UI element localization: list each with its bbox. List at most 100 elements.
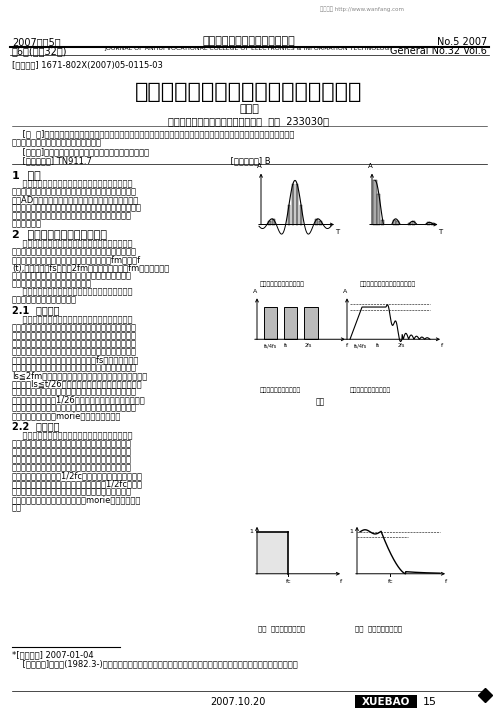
Text: 2007年第5期: 2007年第5期 [12, 37, 60, 47]
Text: 的信号是一个有限带宽的处理信号。理想低通滤波器特: 的信号是一个有限带宽的处理信号。理想低通滤波器特 [12, 455, 132, 464]
Text: 2fs: 2fs [397, 343, 405, 349]
Text: 上表现为一种被称为morie的消频纹的干扰。: 上表现为一种被称为morie的消频纹的干扰。 [12, 411, 121, 420]
Text: 万方数据 http://www.wanfang.com: 万方数据 http://www.wanfang.com [320, 6, 404, 11]
Text: 使用截止频率为取样频率一半的滤波器对屏信号进行滤: 使用截止频率为取样频率一半的滤波器对屏信号进行滤 [12, 439, 132, 448]
Bar [377, 194, 380, 224]
Bar [268, 221, 270, 224]
Text: 波，滤除可能产生频谱混叠的高频成分，以保证新处理: 波，滤除可能产生频谱混叠的高频成分，以保证新处理 [12, 447, 132, 456]
Text: 中，可将采集到的信号以通过多阶滤波。如果波滤数的阶: 中，可将采集到的信号以通过多阶滤波。如果波滤数的阶 [12, 387, 137, 396]
Text: f: f [441, 343, 443, 349]
Text: 扰。: 扰。 [12, 503, 22, 512]
Text: fs: fs [376, 343, 380, 349]
Text: General No.32 Vol.6: General No.32 Vol.6 [390, 46, 487, 56]
Text: 图三  实际的低通滤波器: 图三 实际的低通滤波器 [355, 626, 402, 633]
Text: 在实际应用中，为满足奈奎斯特定理在取样之前应: 在实际应用中，为满足奈奎斯特定理在取样之前应 [12, 431, 133, 440]
Text: 而是取样时间内信号的积分，故一般取样时间内应该满足: 而是取样时间内信号的积分，故一般取样时间内应该满足 [12, 364, 137, 372]
Text: 过程与数字模型有不同的工程结果。: 过程与数字模型有不同的工程结果。 [12, 280, 92, 288]
Text: [中图分类号] TN911.7: [中图分类号] TN911.7 [12, 157, 92, 165]
Bar [315, 219, 318, 224]
Text: fs/4fs: fs/4fs [264, 343, 277, 349]
Text: 于图一所示的曲线。由于取样脉冲的频率宽度不为零，所: 于图一所示的曲线。由于取样脉冲的频率宽度不为零，所 [12, 347, 137, 356]
Text: 图一: 图一 [315, 397, 325, 406]
Text: 实际孔径对理想信号的取样: 实际孔径对理想信号的取样 [260, 281, 305, 287]
Text: 视频信号数字化带来的信号损伤和畸变: 视频信号数字化带来的信号损伤和畸变 [135, 82, 363, 102]
Bar [319, 221, 322, 224]
Text: [文献标识码] B: [文献标识码] B [220, 157, 270, 165]
Bar [304, 307, 318, 339]
Text: [摘  要]视频信号数字化过程中，由于采样、量化、编码过程中的设备和应用环境的限制，可能使信号失真。本文分析了在: [摘 要]视频信号数字化过程中，由于采样、量化、编码过程中的设备和应用环境的限制… [12, 130, 294, 138]
Text: 鲍雪晶: 鲍雪晶 [239, 104, 259, 114]
Bar [295, 184, 298, 224]
Text: 实际孔径取样信号的频谱: 实际孔径取样信号的频谱 [350, 387, 391, 393]
Text: 来在时间上连续的信号，也就是在时间上将模拟信号离散: 来在时间上连续的信号，也就是在时间上将模拟信号离散 [12, 248, 137, 256]
Text: 率密度有影响，称为孔阑效应，其数量级及其变化也类似: 率密度有影响，称为孔阑效应，其数量级及其变化也类似 [12, 339, 137, 349]
Text: 2.2  混叠效应: 2.2 混叠效应 [12, 421, 59, 431]
Text: 的信号通带信号或带外信号的混叠，混叠效应在视频图象: 的信号通带信号或带外信号的混叠，混叠效应在视频图象 [12, 403, 137, 412]
Bar [284, 307, 297, 339]
Bar [287, 204, 290, 224]
Text: fs: fs [284, 343, 288, 349]
Text: 15: 15 [423, 697, 437, 707]
Text: 在取样过程中对信号值造成的损伤主要有：孔阑效: 在取样过程中对信号值造成的损伤主要有：孔阑效 [12, 288, 133, 296]
Text: 络传输和存储的要求，需要将视频信号进行数字化处理。: 络传输和存储的要求，需要将视频信号进行数字化处理。 [12, 187, 137, 197]
Text: *[收稿日期] 2007-01-04: *[收稿日期] 2007-01-04 [12, 650, 94, 660]
Text: [关键词]视频信号；数字化；信号损伤；信号畸变；失真: [关键词]视频信号；数字化；信号损伤；信号畸变；失真 [12, 148, 149, 157]
Text: 第6卷(总第32期): 第6卷(总第32期) [12, 46, 67, 56]
Text: 频率分量，会引起恢复的信号中频谱混叠效应。混叠效: 频率分量，会引起恢复的信号中频谱混叠效应。混叠效 [12, 487, 132, 496]
Bar [264, 307, 277, 339]
Bar [257, 532, 288, 574]
Text: No.5 2007: No.5 2007 [437, 37, 487, 47]
FancyBboxPatch shape [355, 696, 417, 709]
Text: 2fs: 2fs [304, 343, 311, 349]
Text: 取样器的理想化的孔化方式下取样矩形孔径方式若: 取样器的理想化的孔化方式下取样矩形孔径方式若 [12, 315, 133, 324]
Text: 波器可以从取样信号中完全恢复原信号。但实际的物理: 波器可以从取样信号中完全恢复原信号。但实际的物理 [12, 271, 132, 280]
Text: 1  引言: 1 引言 [12, 170, 41, 180]
Text: [文章编号] 1671-802X(2007)05-0115-03: [文章编号] 1671-802X(2007)05-0115-03 [12, 60, 163, 69]
Text: JOURNAL OF ANHUI VOCATIONAL COLLEGE OF ELECTRONICS & INFORMATION TECHNOLOGY: JOURNAL OF ANHUI VOCATIONAL COLLEGE OF E… [104, 46, 394, 51]
Bar [299, 204, 302, 224]
Text: fc: fc [388, 579, 393, 584]
Text: 2007.10.20: 2007.10.20 [210, 697, 265, 707]
Text: 以实际采集到的取样信号的幅值不等于fs时刻信号幅值，: 以实际采集到的取样信号的幅值不等于fs时刻信号幅值， [12, 355, 139, 364]
Bar [427, 222, 430, 224]
Text: A: A [253, 290, 257, 295]
Text: (t),当取样频率fs不低于2fm时，由截止频率为fm的矩形低通滤: (t),当取样频率fs不低于2fm时，由截止频率为fm的矩形低通滤 [12, 263, 169, 273]
Bar [373, 180, 377, 224]
Text: 滤波器。如果滤波器的阶数不足以达到滤除1/2fc以上的: 滤波器。如果滤波器的阶数不足以达到滤除1/2fc以上的 [12, 479, 143, 488]
Text: f: f [346, 343, 348, 349]
Text: 2.1  孔阑效应: 2.1 孔阑效应 [12, 305, 59, 315]
Text: 性如图二所示，但实际的低通滤波器性能如图三所示，: 性如图二所示，但实际的低通滤波器性能如图三所示， [12, 463, 132, 472]
Bar [381, 220, 384, 224]
Text: Is≦2fm，即为了减少孔阑效应，取样脉冲宽度应足够小: Is≦2fm，即为了减少孔阑效应，取样脉冲宽度应足够小 [12, 371, 147, 380]
Bar [393, 220, 396, 224]
Text: A: A [257, 163, 262, 169]
Text: 损伤和畸变。: 损伤和畸变。 [12, 219, 42, 229]
Text: 数不足以达到衰减量1/26以上的部分参数，会引起较频的: 数不足以达到衰减量1/26以上的部分参数，会引起较频的 [12, 395, 146, 404]
Bar [271, 219, 274, 224]
Text: fc: fc [286, 579, 291, 584]
Text: XUEBAO: XUEBAO [362, 697, 410, 707]
Bar [291, 184, 294, 224]
Text: 号中取样脉冲不只是孤立的采样值，而且对其周围点的频: 号中取样脉冲不只是孤立的采样值，而且对其周围点的频 [12, 332, 137, 340]
Text: 2  取样过程中产生的信号损伤: 2 取样过程中产生的信号损伤 [12, 229, 107, 239]
Text: A: A [368, 163, 373, 169]
Text: 1: 1 [249, 530, 253, 535]
Bar [396, 221, 400, 224]
Text: f: f [445, 579, 447, 584]
Text: 取样是指用每隔一定时间的信号样值序列来代替原: 取样是指用每隔一定时间的信号样值序列来代替原 [12, 239, 133, 248]
Text: A: A [343, 290, 347, 295]
Text: [作者简介]鲍雪晶(1982.3-)，女，内蒙古乌兰浩特人，安徽电子职业技术学院助教，研究方向：智能信息处理技术。: [作者简介]鲍雪晶(1982.3-)，女，内蒙古乌兰浩特人，安徽电子职业技术学院… [12, 660, 298, 669]
Text: 视频信号数字化过程中产生失真的原因。: 视频信号数字化过程中产生失真的原因。 [12, 138, 102, 148]
Text: 化。根据奈奎斯特取样定理：对于最大频率为fm的信号f: 化。根据奈奎斯特取样定理：对于最大频率为fm的信号f [12, 256, 141, 264]
Text: 应、混叠效应、过冲和振铃。: 应、混叠效应、过冲和振铃。 [12, 295, 77, 305]
Text: T: T [335, 229, 339, 234]
Text: 应在视频图象上表现为一种被称为morie的滤消状的干: 应在视频图象上表现为一种被称为morie的滤消状的干 [12, 495, 141, 504]
Text: 至少满足Is≦t/26的比例关系，在一般取样系统的数据: 至少满足Is≦t/26的比例关系，在一般取样系统的数据 [12, 379, 143, 388]
Text: 理想孔径取样信号的频谱: 理想孔径取样信号的频谱 [260, 387, 301, 393]
Text: 损伤和畸变。信号处理需要三个步骤，即：取样、量化和编: 损伤和畸变。信号处理需要三个步骤，即：取样、量化和编 [12, 204, 142, 212]
Bar [412, 222, 415, 224]
Text: 随着电视传播技术和处理数字化以及图形、图象网: 随着电视传播技术和处理数字化以及图形、图象网 [12, 180, 133, 189]
Text: T: T [439, 229, 443, 234]
Text: 每一脉冲对信号的孔径时间如图一所示，它使在被采集信: 每一脉冲对信号的孔径时间如图一所示，它使在被采集信 [12, 323, 137, 332]
Text: f: f [340, 579, 342, 584]
